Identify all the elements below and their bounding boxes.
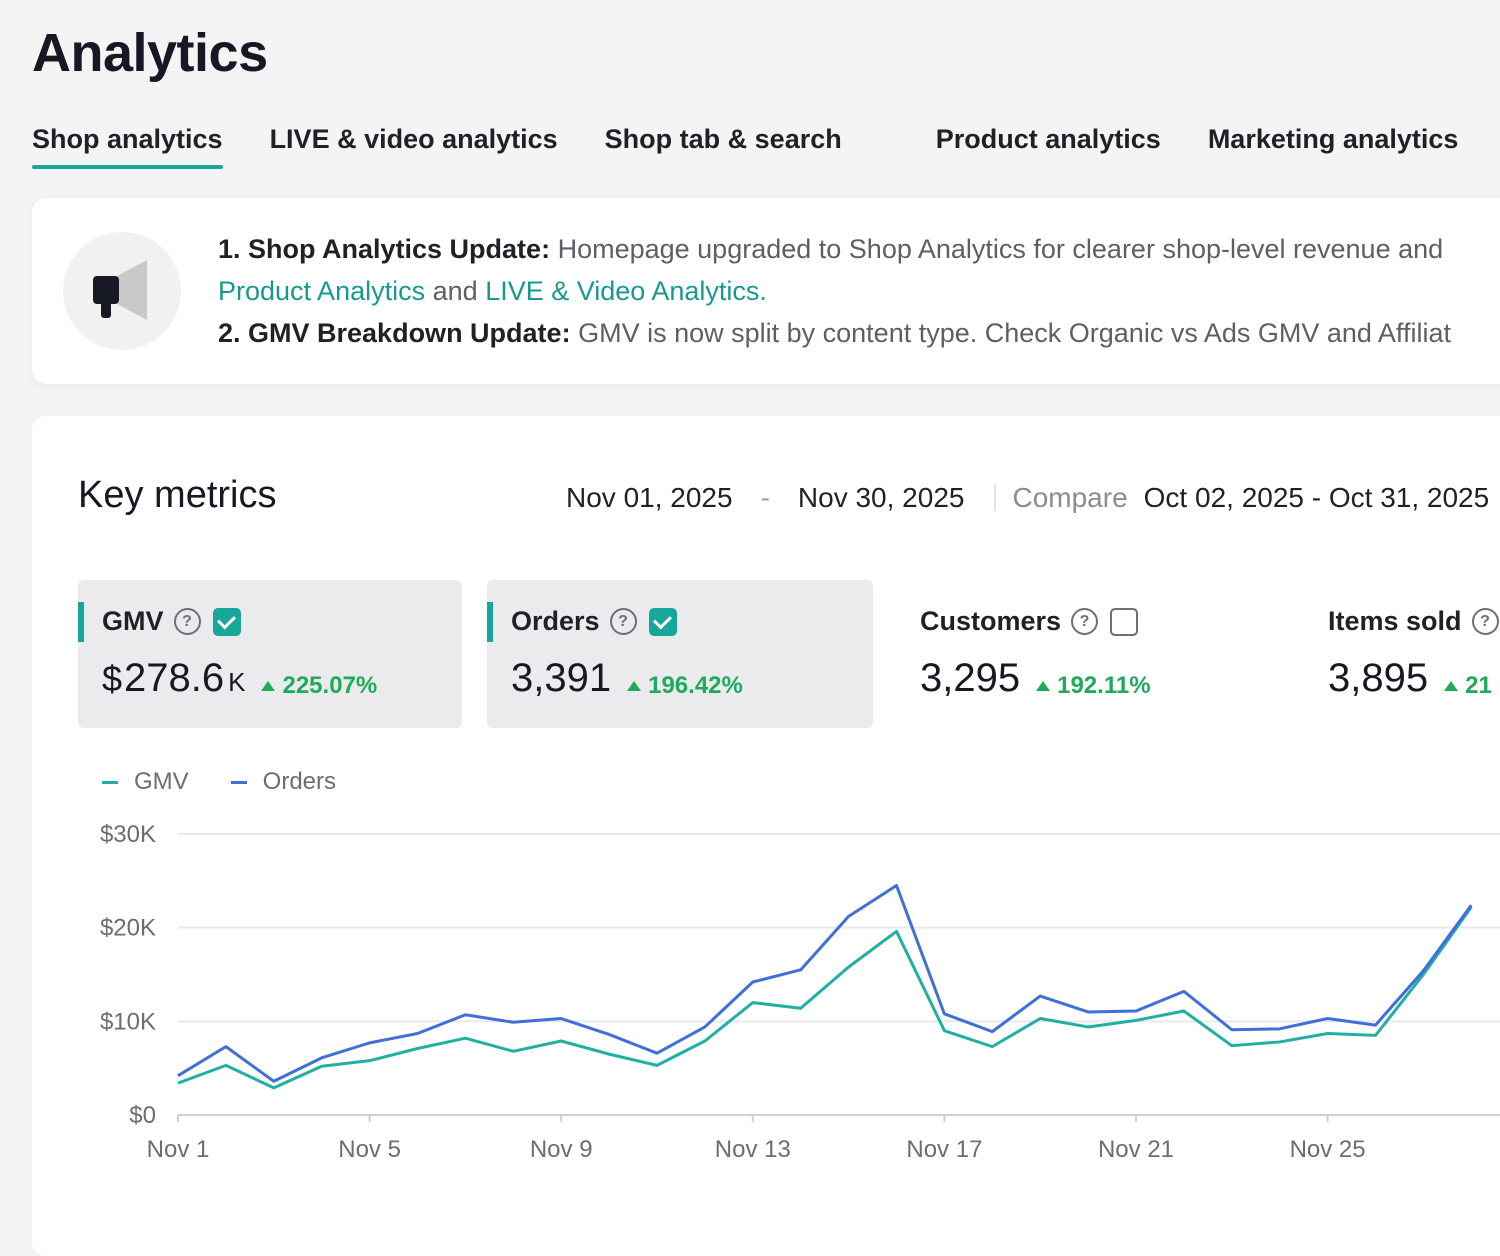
notice-line-1-title: 1. Shop Analytics Update: (218, 234, 551, 264)
notice-line-2-text: GMV is now split by content type. Check … (578, 318, 1451, 348)
y-tick-label: $30K (100, 821, 156, 848)
key-metrics-card: Key metrics Nov 01, 2025 - Nov 30, 2025 … (32, 416, 1500, 1256)
checkbox-checked-icon[interactable] (648, 607, 677, 636)
live-video-analytics-link[interactable]: LIVE & Video Analytics. (485, 276, 767, 306)
tab-product-analytics[interactable]: Product analytics (935, 124, 1161, 154)
legend-swatch-orders (230, 780, 247, 784)
tab-shop-analytics[interactable]: Shop analytics (32, 124, 223, 169)
date-range-picker[interactable]: Nov 01, 2025 - Nov 30, 2025 Compare Oct … (566, 482, 1489, 514)
gmv-orders-line-chart: $0 $10K $20K $30K Nov 1 Nov 5 Nov 9 Nov 13 Nov 1… (100, 821, 1500, 1163)
selected-indicator (487, 602, 493, 642)
start-date[interactable]: Nov 01, 2025 (566, 482, 733, 513)
metric-card-customers[interactable]: Customers ? 3,295 192.11% (896, 580, 1280, 728)
x-tick-label: Nov 21 (1098, 1136, 1174, 1163)
checkbox-checked-icon[interactable] (212, 607, 241, 636)
tab-live-video-analytics[interactable]: LIVE & video analytics (269, 124, 558, 154)
metric-value: 3,895 (1328, 656, 1429, 700)
metric-suffix: K (228, 667, 246, 697)
metric-label: GMV (102, 606, 164, 636)
metric-value: 3,391 (511, 656, 612, 700)
compare-label: Compare (1012, 482, 1128, 513)
help-icon[interactable]: ? (1471, 608, 1499, 635)
date-separator: - (760, 482, 770, 513)
metric-label: Orders (511, 606, 600, 636)
notice-line-2-title: 2. GMV Breakdown Update: (218, 318, 571, 348)
x-tick-label: Nov 13 (715, 1136, 791, 1163)
series-line-orders (177, 884, 1473, 1083)
metric-value: 278.6 (124, 656, 225, 700)
trend-up-icon (1444, 681, 1459, 691)
metric-change: 225.07% (282, 672, 378, 699)
trend-up-icon (261, 681, 276, 691)
chart-legend: GMV Orders (102, 768, 378, 796)
x-tick-label: Nov 1 (147, 1136, 210, 1163)
y-tick-label: $20K (100, 915, 156, 942)
help-icon[interactable]: ? (609, 608, 637, 635)
legend-label-orders: Orders (262, 768, 337, 795)
trend-up-icon (627, 681, 642, 691)
x-tick-label: Nov 9 (530, 1136, 593, 1163)
metric-card-orders[interactable]: Orders ? 3,391 196.42% (487, 580, 873, 728)
tab-marketing-analytics[interactable]: Marketing analytics (1207, 124, 1459, 154)
compare-date-range[interactable]: Oct 02, 2025 - Oct 31, 2025 (1143, 482, 1490, 513)
notice-and-text: and (432, 276, 478, 306)
legend-item-orders[interactable]: Orders (230, 768, 337, 796)
metric-change: 192.11% (1057, 672, 1151, 699)
notice-links: Product Analytics and LIVE & Video Analy… (218, 270, 1500, 312)
series-line-gmv (177, 906, 1473, 1090)
analytics-tabs: Shop analytics LIVE & video analytics Sh… (32, 124, 1500, 176)
x-tick-label: Nov 17 (906, 1136, 982, 1163)
megaphone-icon (63, 232, 181, 350)
metric-prefix: $ (102, 658, 123, 699)
metric-card-items-sold[interactable]: Items sold ? 3,895 21 (1304, 580, 1500, 728)
notice-line-2: 2. GMV Breakdown Update: GMV is now spli… (218, 312, 1500, 354)
y-tick-label: $10K (100, 1008, 156, 1035)
legend-swatch-gmv (102, 780, 118, 784)
selected-indicator (78, 602, 84, 642)
help-icon[interactable]: ? (1071, 608, 1099, 635)
checkbox-unchecked-icon[interactable] (1110, 607, 1139, 636)
notice-line-1: 1. Shop Analytics Update: Homepage upgra… (218, 228, 1500, 270)
help-icon[interactable]: ? (173, 608, 201, 635)
metric-change: 196.42% (648, 672, 743, 699)
y-tick-label: $0 (129, 1102, 156, 1129)
legend-item-gmv[interactable]: GMV (102, 768, 189, 796)
trend-up-icon (1036, 681, 1051, 691)
x-tick-label: Nov 5 (338, 1136, 401, 1163)
date-divider (994, 485, 997, 511)
metric-value: 3,295 (920, 656, 1021, 700)
update-notice: 1. Shop Analytics Update: Homepage upgra… (32, 198, 1500, 384)
notice-line-1-text: Homepage upgraded to Shop Analytics for … (557, 234, 1444, 264)
metric-card-gmv[interactable]: GMV ? $ 278.6 K 225.07% (78, 580, 462, 728)
metric-label: Items sold (1328, 606, 1462, 636)
x-tick-label: Nov 25 (1290, 1136, 1366, 1163)
key-metrics-title: Key metrics (78, 474, 277, 516)
legend-label-gmv: GMV (134, 768, 189, 795)
metric-change: 21 (1465, 672, 1492, 699)
end-date[interactable]: Nov 30, 2025 (797, 482, 965, 513)
metric-label: Customers (920, 606, 1062, 636)
product-analytics-link[interactable]: Product Analytics (218, 276, 426, 306)
tab-shop-tab-search[interactable]: Shop tab & search (604, 124, 842, 154)
page-title: Analytics (32, 23, 268, 83)
